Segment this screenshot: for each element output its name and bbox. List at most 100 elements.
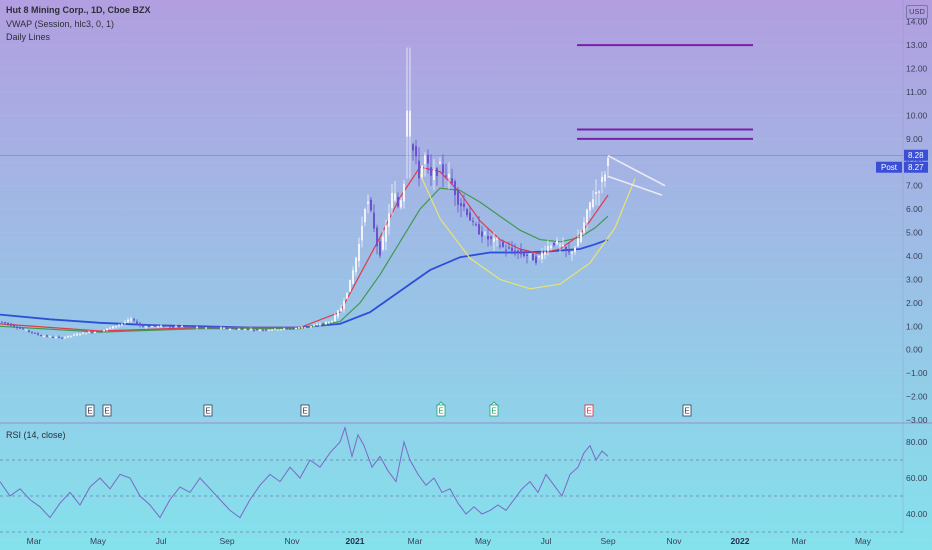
candle-body bbox=[142, 325, 144, 327]
candle-body bbox=[64, 337, 66, 339]
candle-body bbox=[535, 256, 537, 264]
candle-body bbox=[103, 330, 105, 332]
candle-body bbox=[94, 331, 96, 333]
candle-body bbox=[583, 222, 585, 233]
candle-body bbox=[433, 169, 435, 180]
candle-body bbox=[73, 334, 75, 336]
earnings-marker[interactable]: E bbox=[489, 401, 499, 417]
earnings-box bbox=[584, 404, 594, 417]
candle-body bbox=[124, 322, 126, 324]
candle-body bbox=[364, 209, 366, 223]
candle-body bbox=[592, 199, 594, 208]
last-price-value: 8.28 bbox=[908, 151, 924, 160]
candle-body bbox=[286, 328, 288, 330]
candle-body bbox=[148, 326, 150, 328]
candle-body bbox=[388, 213, 390, 227]
time-tick-label: 2022 bbox=[731, 536, 750, 546]
candle-body bbox=[13, 324, 15, 327]
earnings-marker[interactable]: E bbox=[584, 404, 594, 417]
post-label: Post bbox=[881, 163, 898, 172]
earnings-label: E bbox=[586, 407, 591, 416]
candle-body bbox=[40, 335, 42, 337]
candle-body bbox=[367, 201, 369, 205]
price-tags: 8.28 Post 8.27 bbox=[876, 149, 928, 173]
price-tick-label: 2.00 bbox=[906, 298, 923, 308]
candle-body bbox=[1, 321, 3, 323]
candle-body bbox=[319, 324, 321, 326]
candle-body bbox=[538, 256, 540, 258]
candle-body bbox=[448, 173, 450, 178]
cup-pattern bbox=[419, 173, 636, 290]
candle-body bbox=[76, 333, 78, 336]
candle-body bbox=[346, 292, 348, 299]
candle-body bbox=[466, 209, 468, 216]
candle-body bbox=[289, 328, 291, 330]
price-tick-label: 7.00 bbox=[906, 181, 923, 191]
candle-body bbox=[343, 300, 345, 309]
candle-body bbox=[256, 329, 258, 331]
earnings-marker[interactable]: E bbox=[102, 404, 112, 417]
candle-body bbox=[487, 236, 489, 240]
price-tick-label: 5.00 bbox=[906, 228, 923, 238]
candle-body bbox=[517, 250, 519, 253]
time-tick-label: Jul bbox=[156, 536, 167, 546]
candle-body bbox=[70, 335, 72, 337]
vwap-legend[interactable]: VWAP (Session, hlc3, 0, 1) bbox=[6, 19, 115, 29]
candle-body bbox=[439, 161, 441, 164]
candle-body bbox=[520, 249, 522, 255]
price-tick-label: −1.00 bbox=[906, 368, 928, 378]
chart-title: Hut 8 Mining Corp., 1D, Cboe BZX bbox=[6, 5, 151, 15]
candle-body bbox=[382, 236, 384, 250]
candle-body bbox=[4, 322, 6, 324]
ma-slow-line bbox=[0, 238, 609, 329]
candle-body bbox=[271, 329, 273, 331]
candle-body bbox=[421, 166, 423, 178]
candle-body bbox=[52, 337, 54, 339]
price-tick-label: 9.00 bbox=[906, 134, 923, 144]
candle-body bbox=[232, 328, 234, 330]
candle-body bbox=[331, 321, 333, 323]
candle-body bbox=[547, 246, 549, 251]
earnings-marker[interactable]: E bbox=[203, 404, 213, 417]
candle-body bbox=[403, 183, 405, 202]
candle-body bbox=[262, 329, 264, 331]
price-tick-label: 10.00 bbox=[906, 110, 928, 120]
candle-body bbox=[208, 326, 210, 328]
candle-body bbox=[514, 250, 516, 255]
earnings-label: E bbox=[491, 407, 496, 416]
currency-badge[interactable]: USD bbox=[906, 5, 928, 19]
time-tick-label: Sep bbox=[219, 536, 234, 546]
candle-body bbox=[355, 257, 357, 273]
candle-body bbox=[295, 328, 297, 330]
candle-body bbox=[25, 329, 27, 331]
candle-body bbox=[175, 326, 177, 328]
time-tick-label: May bbox=[475, 536, 492, 546]
candle-body bbox=[526, 254, 528, 257]
earnings-box bbox=[300, 404, 310, 417]
candle-body bbox=[55, 337, 57, 339]
ma-mid-line bbox=[0, 187, 609, 333]
earnings-box bbox=[489, 404, 499, 417]
candle-body bbox=[265, 329, 267, 331]
earnings-marker[interactable]: E bbox=[300, 404, 310, 417]
candle-body bbox=[268, 329, 270, 331]
candle-body bbox=[7, 322, 9, 325]
candle-body bbox=[523, 252, 525, 257]
candle-body bbox=[490, 236, 492, 239]
candle-body bbox=[430, 167, 432, 176]
candle-body bbox=[223, 327, 225, 329]
daily-lines-legend[interactable]: Daily Lines bbox=[6, 32, 51, 42]
candle-body bbox=[604, 174, 606, 182]
candle-body bbox=[91, 332, 93, 334]
earnings-marker[interactable]: E bbox=[682, 404, 692, 417]
earnings-marker[interactable]: E bbox=[436, 401, 446, 417]
candle-body bbox=[202, 326, 204, 328]
candle-body bbox=[97, 331, 99, 333]
earnings-marker[interactable]: E bbox=[85, 404, 95, 417]
candle-body bbox=[334, 314, 336, 322]
post-price-value: 8.27 bbox=[908, 163, 924, 172]
rsi-legend[interactable]: RSI (14, close) bbox=[6, 430, 66, 440]
candle-body bbox=[37, 333, 39, 335]
candle-body bbox=[451, 178, 453, 184]
